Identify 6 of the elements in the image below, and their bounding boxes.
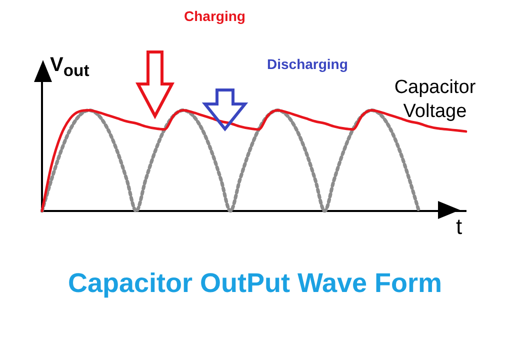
text: Charging [184, 8, 246, 24]
series-label: Capacitor Voltage [393, 76, 477, 124]
y-axis-title: V$_{out}$ [50, 54, 90, 81]
text: Capacitor OutPut Wave Form [66, 268, 444, 299]
text: Discharging [267, 56, 348, 72]
x-axis-title: t [456, 214, 462, 240]
